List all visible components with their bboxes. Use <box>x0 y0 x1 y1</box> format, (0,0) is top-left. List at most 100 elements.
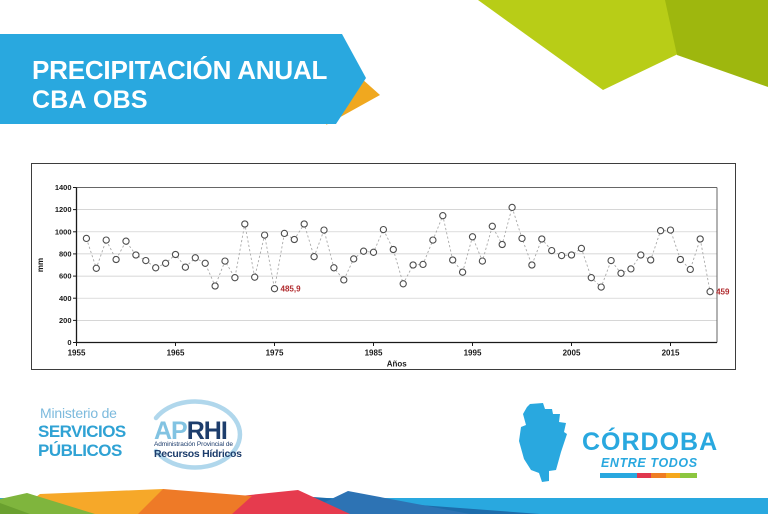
data-point <box>429 236 437 244</box>
data-point <box>656 227 665 235</box>
aprhi-logo: APRHI <box>154 417 228 446</box>
data-point <box>231 274 239 282</box>
data-point <box>181 263 190 271</box>
annual-precipitation-chart: 0 200 400 600 800 1000 1200 1400 1955 1965 1975 198… <box>36 183 730 369</box>
data-point <box>142 256 150 265</box>
data-point <box>468 233 477 241</box>
ministerio-line3: PÚBLICOS <box>38 441 122 460</box>
data-point <box>478 257 487 265</box>
data-point <box>340 276 348 284</box>
data-point <box>647 256 655 264</box>
data-point <box>686 265 694 274</box>
data-point <box>449 256 457 264</box>
data-point <box>557 251 566 260</box>
data-point <box>696 235 704 243</box>
data-point <box>399 280 407 288</box>
data-point <box>538 235 546 243</box>
data-point <box>528 261 536 269</box>
data-point <box>152 264 160 272</box>
data-point <box>290 235 298 244</box>
stripe-green-dark <box>0 503 30 514</box>
aprhi-logo-rhi: RHI <box>186 417 228 445</box>
aprhi-subtitle-1: Administración Provincial de <box>154 441 233 448</box>
page-title: PRECIPITACIÓN ANUAL CBA OBS <box>32 55 327 115</box>
data-point <box>201 259 209 267</box>
data-point <box>161 259 170 267</box>
data-point <box>132 251 140 259</box>
data-point <box>597 283 605 291</box>
data-point <box>350 255 358 263</box>
data-point <box>241 220 249 228</box>
data-point <box>498 240 506 249</box>
aprhi-logo-ap: AP <box>154 417 188 445</box>
stripe-orange <box>118 489 252 514</box>
chart-panel: 0 200 400 600 800 1000 1200 1400 1955 1965 1975 198… <box>31 163 736 370</box>
data-point <box>567 251 576 259</box>
data-point <box>627 265 635 273</box>
banner-ribbon <box>0 34 366 124</box>
page-title-line1: PRECIPITACIÓN ANUAL <box>32 55 328 85</box>
data-point <box>260 231 269 239</box>
svg-text:1965: 1965 <box>167 349 185 358</box>
svg-text:Años: Años <box>387 360 408 369</box>
data-point <box>458 268 467 276</box>
svg-text:1200: 1200 <box>55 205 72 214</box>
data-point <box>320 226 328 234</box>
data-point <box>508 203 516 212</box>
data-point <box>379 225 388 234</box>
data-point <box>112 255 120 264</box>
data-point <box>607 256 615 265</box>
cordoba-tagline: ENTRE TODOS <box>601 456 698 470</box>
svg-text:400: 400 <box>59 294 72 303</box>
data-point <box>171 250 180 259</box>
data-point <box>191 254 199 262</box>
data-point <box>439 212 447 220</box>
data-point <box>419 260 427 269</box>
svg-text:2005: 2005 <box>563 349 581 358</box>
data-point <box>518 234 526 243</box>
data-point <box>369 248 378 256</box>
data-point <box>82 234 91 243</box>
data-point <box>488 222 496 230</box>
aprhi-swoosh <box>153 399 243 470</box>
ministerio-line1: Ministerio de <box>40 405 117 421</box>
data-point <box>548 246 556 255</box>
data-point <box>280 229 289 238</box>
title-banner-shape <box>0 34 380 125</box>
svg-text:600: 600 <box>59 272 72 281</box>
data-point <box>92 264 100 272</box>
data-point <box>637 251 645 259</box>
data-point <box>330 264 338 272</box>
svg-text:1995: 1995 <box>464 349 482 358</box>
value-annotation: 485,9 <box>281 285 302 294</box>
svg-text:1000: 1000 <box>55 227 72 236</box>
data-point <box>409 261 417 269</box>
data-point <box>617 269 625 277</box>
data-point <box>300 220 308 228</box>
bottom-stripe-decoration <box>0 489 768 514</box>
data-point <box>310 253 318 261</box>
data-point <box>706 288 714 296</box>
green-triangle-dark <box>665 0 768 87</box>
corner-decoration-top-right <box>478 0 768 90</box>
data-point <box>359 247 368 255</box>
svg-text:800: 800 <box>59 250 72 259</box>
data-point <box>270 285 279 293</box>
cordoba-color-bar <box>600 473 697 478</box>
data-point <box>587 274 595 282</box>
aprhi-subtitle-2: Recursos Hídricos <box>154 448 242 460</box>
footer-graphics <box>153 399 697 482</box>
svg-text:1955: 1955 <box>68 349 86 358</box>
data-point <box>211 282 219 290</box>
green-triangle-light <box>478 0 678 90</box>
svg-text:1975: 1975 <box>266 349 284 358</box>
series-line <box>85 205 711 292</box>
cordoba-province-map <box>519 403 567 482</box>
data-point <box>102 236 110 244</box>
ministerio-line2: SERVICIOS <box>38 422 126 441</box>
page-title-line2: CBA OBS <box>32 86 148 114</box>
data-point <box>577 244 586 253</box>
svg-text:1400: 1400 <box>55 183 72 192</box>
svg-text:0: 0 <box>67 338 71 347</box>
